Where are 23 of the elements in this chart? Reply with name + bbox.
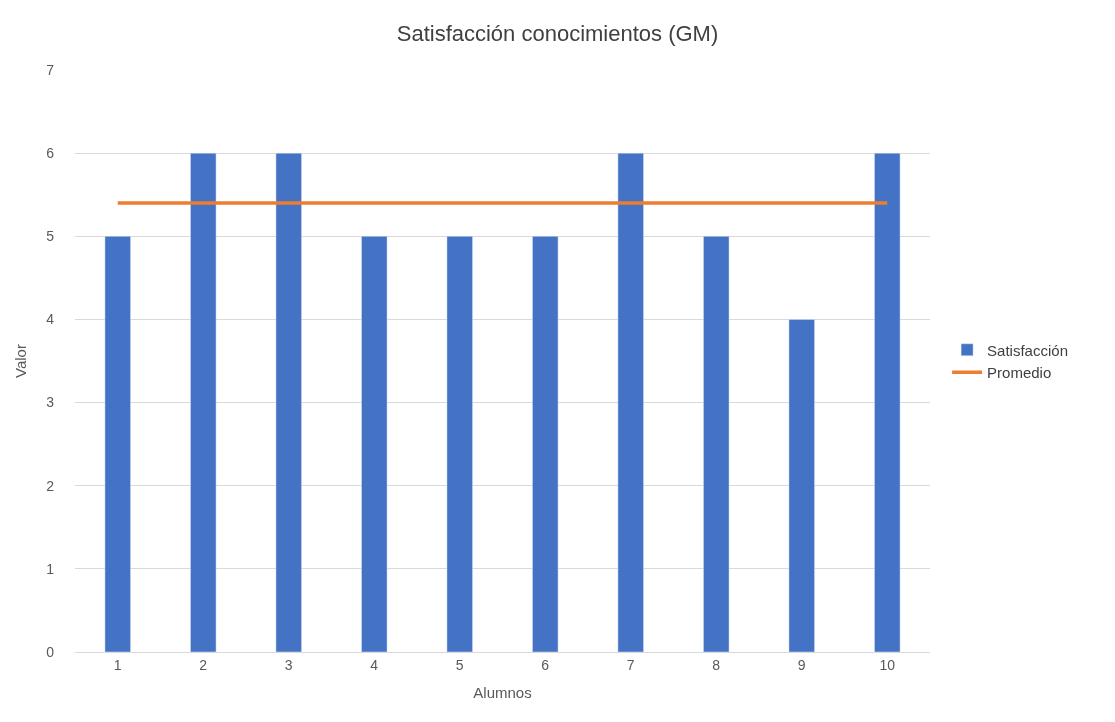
x-tick-label: 4 xyxy=(370,656,379,673)
x-tick-label: 5 xyxy=(455,656,464,673)
x-tick-label: 2 xyxy=(199,656,208,673)
y-tick-label: 1 xyxy=(46,560,55,577)
legend-label: Satisfacción xyxy=(987,341,1068,359)
x-tick-label: 3 xyxy=(284,656,293,673)
y-axis-title: Valor xyxy=(12,344,30,378)
y-tick-label: 3 xyxy=(46,394,55,411)
y-tick-label: 2 xyxy=(46,477,55,494)
y-tick-label: 5 xyxy=(46,228,55,245)
x-tick-label: 6 xyxy=(541,656,550,673)
chart-title: Satisfacción conocimientos (GM) xyxy=(396,20,719,46)
x-tick-label: 1 xyxy=(113,656,122,673)
y-tick-label: 6 xyxy=(46,145,55,162)
x-axis-title: Alumnos xyxy=(473,683,532,701)
y-tick-label: 0 xyxy=(46,643,55,660)
y-tick-label: 4 xyxy=(46,311,55,328)
x-tick-label: 10 xyxy=(879,656,896,673)
x-tick-label: 7 xyxy=(626,656,635,673)
legend-label: Promedio xyxy=(987,364,1052,382)
y-tick-label: 7 xyxy=(46,61,55,78)
x-tick-label: 9 xyxy=(797,656,806,673)
x-tick-label: 8 xyxy=(712,656,721,673)
